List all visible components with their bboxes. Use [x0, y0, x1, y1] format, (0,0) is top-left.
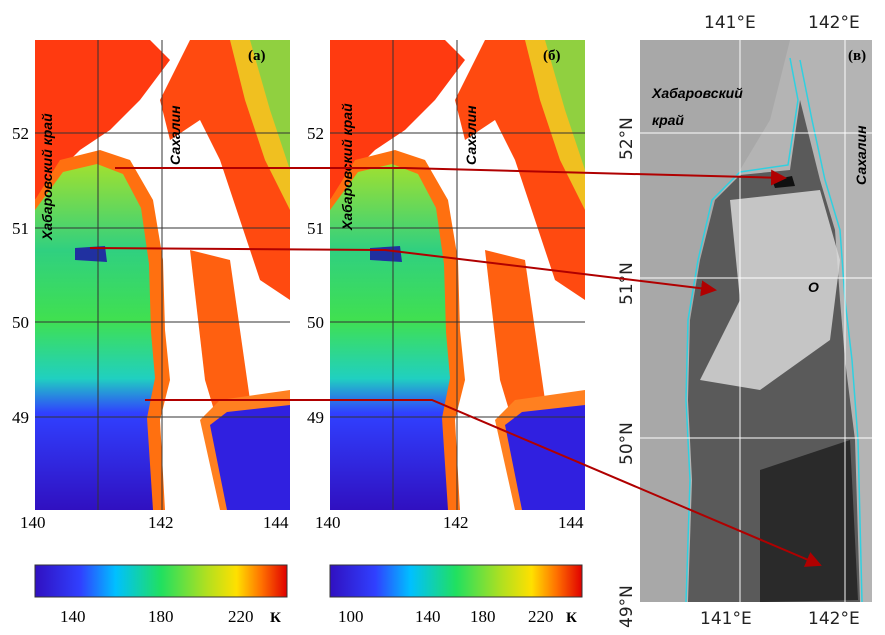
- colorbar-tick: 180: [470, 607, 496, 626]
- region-label: Сахалин: [853, 125, 869, 185]
- region-label: край: [652, 112, 684, 128]
- lon-label: 144: [558, 513, 584, 532]
- lon-label: 140: [20, 513, 46, 532]
- colorbar-tick: 140: [415, 607, 441, 626]
- colorbar-tick: 140: [60, 607, 86, 626]
- lat-label: 52: [307, 124, 324, 143]
- panel-label: (а): [248, 48, 266, 64]
- figure: (а) 52 51 50 49 140 142 144 Хабаровский …: [0, 0, 885, 635]
- lon-label: 142°E: [808, 13, 860, 33]
- lon-label: 144: [263, 513, 289, 532]
- colorbar-tick: 220: [228, 607, 254, 626]
- lon-label: 141°E: [700, 609, 752, 629]
- region-label: Сахалин: [167, 105, 183, 165]
- lat-label: 51: [307, 219, 324, 238]
- lon-label: 140: [315, 513, 341, 532]
- colorbar-unit: К: [566, 610, 577, 626]
- region-label: Хабаровский край: [39, 113, 55, 241]
- lon-label: 142°E: [808, 609, 860, 629]
- colorbar-tick: 100: [338, 607, 364, 626]
- lat-label: 49: [307, 408, 324, 427]
- region-label: Хабаровский край: [339, 103, 355, 231]
- lat-label: 49°N: [617, 585, 637, 628]
- colorbar-tick: 220: [528, 607, 554, 626]
- lat-label: 51°N: [617, 262, 637, 305]
- lon-label: 142: [148, 513, 174, 532]
- lat-label: 52: [12, 124, 29, 143]
- colorbar-unit: К: [270, 610, 281, 626]
- panel-label: (б): [543, 48, 561, 64]
- panel-b: (б) 52 51 50 49 140 142 144 Хабаровский …: [307, 40, 585, 626]
- lon-label: 142: [443, 513, 469, 532]
- region-label: Хабаровский: [651, 85, 743, 101]
- colorbar-tick: 180: [148, 607, 174, 626]
- panel-a: (а) 52 51 50 49 140 142 144 Хабаровский …: [12, 40, 290, 626]
- panel-label: (в): [848, 48, 866, 64]
- lat-label: 49: [12, 408, 29, 427]
- lat-label: 50°N: [617, 422, 637, 465]
- panel-c: (в) 141°E 142°E 141°E 142°E 52°N 51°N 50…: [617, 13, 872, 629]
- lat-label: 50: [307, 313, 324, 332]
- lat-label: 50: [12, 313, 29, 332]
- region-label: Сахалин: [463, 105, 479, 165]
- lat-label: 51: [12, 219, 29, 238]
- lat-label: 52°N: [617, 117, 637, 160]
- marker-label: O: [808, 279, 819, 295]
- lon-label: 141°E: [704, 13, 756, 33]
